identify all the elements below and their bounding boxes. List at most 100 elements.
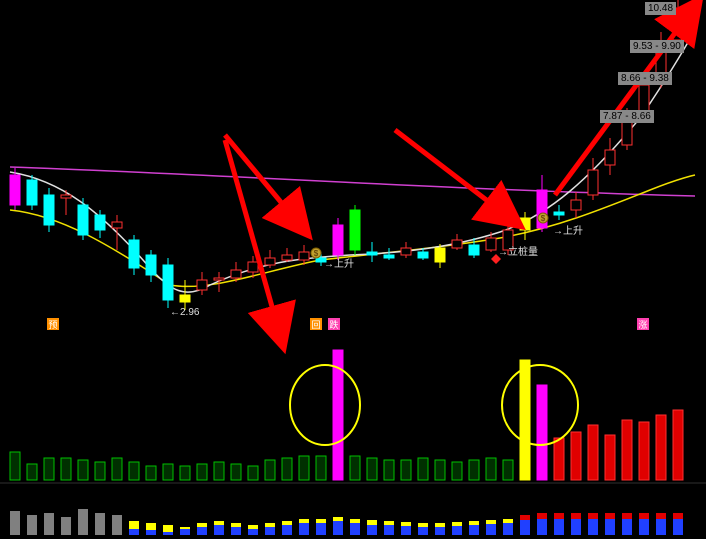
- svg-text:$: $: [314, 249, 319, 258]
- macd-blue-bar: [571, 519, 581, 535]
- candle: [384, 255, 394, 258]
- macd-top-bar: [537, 513, 547, 519]
- candle: [520, 218, 530, 230]
- volume-bar: [163, 464, 173, 480]
- macd-gray-bar: [27, 515, 37, 535]
- volume-bar: [537, 385, 547, 480]
- candle: [27, 180, 37, 205]
- macd-blue-bar: [605, 519, 615, 535]
- candle: [418, 252, 428, 258]
- volume-bar: [367, 458, 377, 480]
- volume-bar: [622, 420, 632, 480]
- candle: [197, 280, 207, 290]
- volume-bar: [180, 466, 190, 480]
- volume-bar: [146, 466, 156, 480]
- macd-top-bar: [282, 521, 292, 525]
- candle: [163, 265, 173, 300]
- macd-top-bar: [146, 523, 156, 530]
- signal-label: 回: [311, 320, 320, 330]
- macd-top-bar: [384, 521, 394, 525]
- macd-top-bar: [418, 523, 428, 527]
- candle: [622, 120, 632, 145]
- volume-bar: [316, 456, 326, 480]
- macd-top-bar: [622, 513, 632, 519]
- candle: [554, 212, 564, 215]
- macd-blue-bar: [180, 529, 190, 535]
- macd-top-bar: [163, 525, 173, 532]
- macd-top-bar: [503, 519, 513, 523]
- candle: [282, 255, 292, 260]
- candle: [10, 175, 20, 205]
- price-level-label: 7.87 - 8.66: [600, 110, 654, 123]
- annotation-arrow: [395, 130, 510, 218]
- candle: [435, 248, 445, 262]
- macd-top-bar: [571, 513, 581, 519]
- volume-bar: [418, 458, 428, 480]
- svg-text:$: $: [541, 214, 546, 223]
- macd-blue-bar: [299, 523, 309, 535]
- macd-blue-bar: [265, 527, 275, 535]
- volume-bar: [520, 360, 530, 480]
- macd-blue-bar: [282, 525, 292, 535]
- macd-blue-bar: [656, 519, 666, 535]
- macd-blue-bar: [503, 523, 513, 535]
- macd-blue-bar: [673, 519, 683, 535]
- candle: [78, 205, 88, 235]
- macd-blue-bar: [163, 532, 173, 535]
- chart-annotation: →上升: [553, 222, 583, 237]
- macd-top-bar: [656, 513, 666, 519]
- signal-label: 跌: [329, 320, 338, 330]
- macd-top-bar: [673, 513, 683, 519]
- candle: [180, 295, 190, 302]
- macd-blue-bar: [231, 527, 241, 535]
- volume-bar: [129, 462, 139, 480]
- stock-chart: 预回跌涨$$ 10.489.53 - 9.908.66 - 9.387.87 -…: [0, 0, 706, 539]
- price-level-label: 8.66 - 9.38: [618, 72, 672, 85]
- signal-label: 预: [48, 320, 57, 330]
- volume-bar: [61, 458, 71, 480]
- candle: [486, 238, 496, 250]
- macd-top-bar: [180, 527, 190, 529]
- candle: [571, 200, 581, 210]
- candle: [605, 150, 615, 165]
- signal-label: 涨: [638, 320, 647, 330]
- macd-top-bar: [231, 523, 241, 527]
- macd-blue-bar: [639, 519, 649, 535]
- candle: [129, 240, 139, 268]
- volume-bar: [214, 462, 224, 480]
- annotation-arrow: [555, 10, 692, 195]
- price-level-label: 10.48: [645, 2, 676, 15]
- volume-bar: [248, 466, 258, 480]
- macd-blue-bar: [486, 524, 496, 535]
- macd-top-bar: [469, 521, 479, 525]
- macd-gray-bar: [95, 513, 105, 535]
- chart-annotation: ←2.96: [170, 307, 199, 318]
- macd-top-bar: [299, 519, 309, 523]
- macd-gray-bar: [78, 509, 88, 535]
- volume-bar: [486, 458, 496, 480]
- candle: [299, 252, 309, 260]
- macd-top-bar: [452, 522, 462, 526]
- macd-blue-bar: [333, 521, 343, 535]
- macd-blue-bar: [588, 519, 598, 535]
- volume-bar: [299, 456, 309, 480]
- candle: [231, 270, 241, 278]
- macd-top-bar: [554, 513, 564, 519]
- macd-blue-bar: [537, 519, 547, 535]
- candle: [333, 225, 343, 255]
- volume-bar: [656, 415, 666, 480]
- volume-bar: [231, 464, 241, 480]
- volume-bar: [282, 458, 292, 480]
- candle: [112, 222, 122, 228]
- volume-bar: [588, 425, 598, 480]
- volume-bar: [197, 464, 207, 480]
- volume-bar: [265, 460, 275, 480]
- volume-bar: [112, 458, 122, 480]
- macd-gray-bar: [112, 515, 122, 535]
- volume-bar: [571, 432, 581, 480]
- macd-gray-bar: [61, 517, 71, 535]
- macd-top-bar: [129, 521, 139, 529]
- candle: [367, 252, 377, 255]
- volume-bar: [469, 460, 479, 480]
- volume-bar: [401, 460, 411, 480]
